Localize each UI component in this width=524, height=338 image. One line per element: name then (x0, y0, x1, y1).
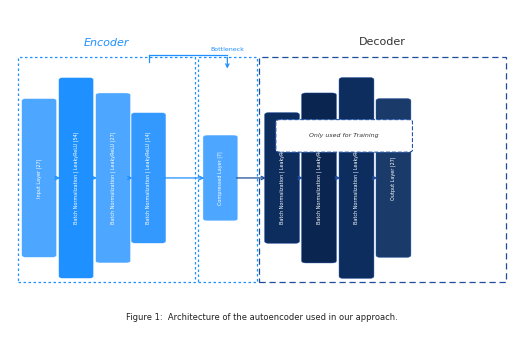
FancyBboxPatch shape (376, 99, 411, 257)
Text: Output Layer |27|: Output Layer |27| (391, 156, 396, 200)
Bar (18, 57, 195, 282)
FancyBboxPatch shape (59, 77, 94, 279)
Text: Batch Normalization | LeakyReLU |14|: Batch Normalization | LeakyReLU |14| (146, 132, 151, 224)
Text: Batch Normalization | LeakyReLU |54|: Batch Normalization | LeakyReLU |54| (354, 132, 359, 224)
Text: Batch Normalization | LeakyReLU |27|: Batch Normalization | LeakyReLU |27| (111, 132, 116, 224)
Text: Batch Normalization | LeakyReLU |27|: Batch Normalization | LeakyReLU |27| (316, 132, 322, 224)
FancyBboxPatch shape (276, 120, 412, 152)
FancyBboxPatch shape (95, 93, 130, 263)
Text: Bottleneck: Bottleneck (211, 47, 244, 52)
Text: Encoder: Encoder (84, 38, 129, 48)
Text: Decoder: Decoder (359, 37, 406, 47)
Text: Input Layer |27|: Input Layer |27| (36, 158, 42, 198)
FancyBboxPatch shape (301, 93, 336, 263)
FancyBboxPatch shape (203, 135, 238, 221)
Text: Only used for Training: Only used for Training (309, 134, 379, 138)
Text: Compressed Layer |7|: Compressed Layer |7| (217, 151, 223, 205)
Text: Batch Normalization | LeakyReLU |54|: Batch Normalization | LeakyReLU |54| (73, 132, 79, 224)
Bar (259, 57, 506, 282)
Text: Figure 1:  Architecture of the autoencoder used in our approach.: Figure 1: Architecture of the autoencode… (126, 313, 398, 322)
Bar (198, 57, 257, 282)
FancyBboxPatch shape (265, 113, 300, 243)
FancyBboxPatch shape (21, 99, 57, 257)
FancyBboxPatch shape (131, 113, 166, 243)
Text: Batch Normalization | LeakyReLU |14|: Batch Normalization | LeakyReLU |14| (279, 132, 285, 224)
FancyBboxPatch shape (339, 77, 374, 279)
